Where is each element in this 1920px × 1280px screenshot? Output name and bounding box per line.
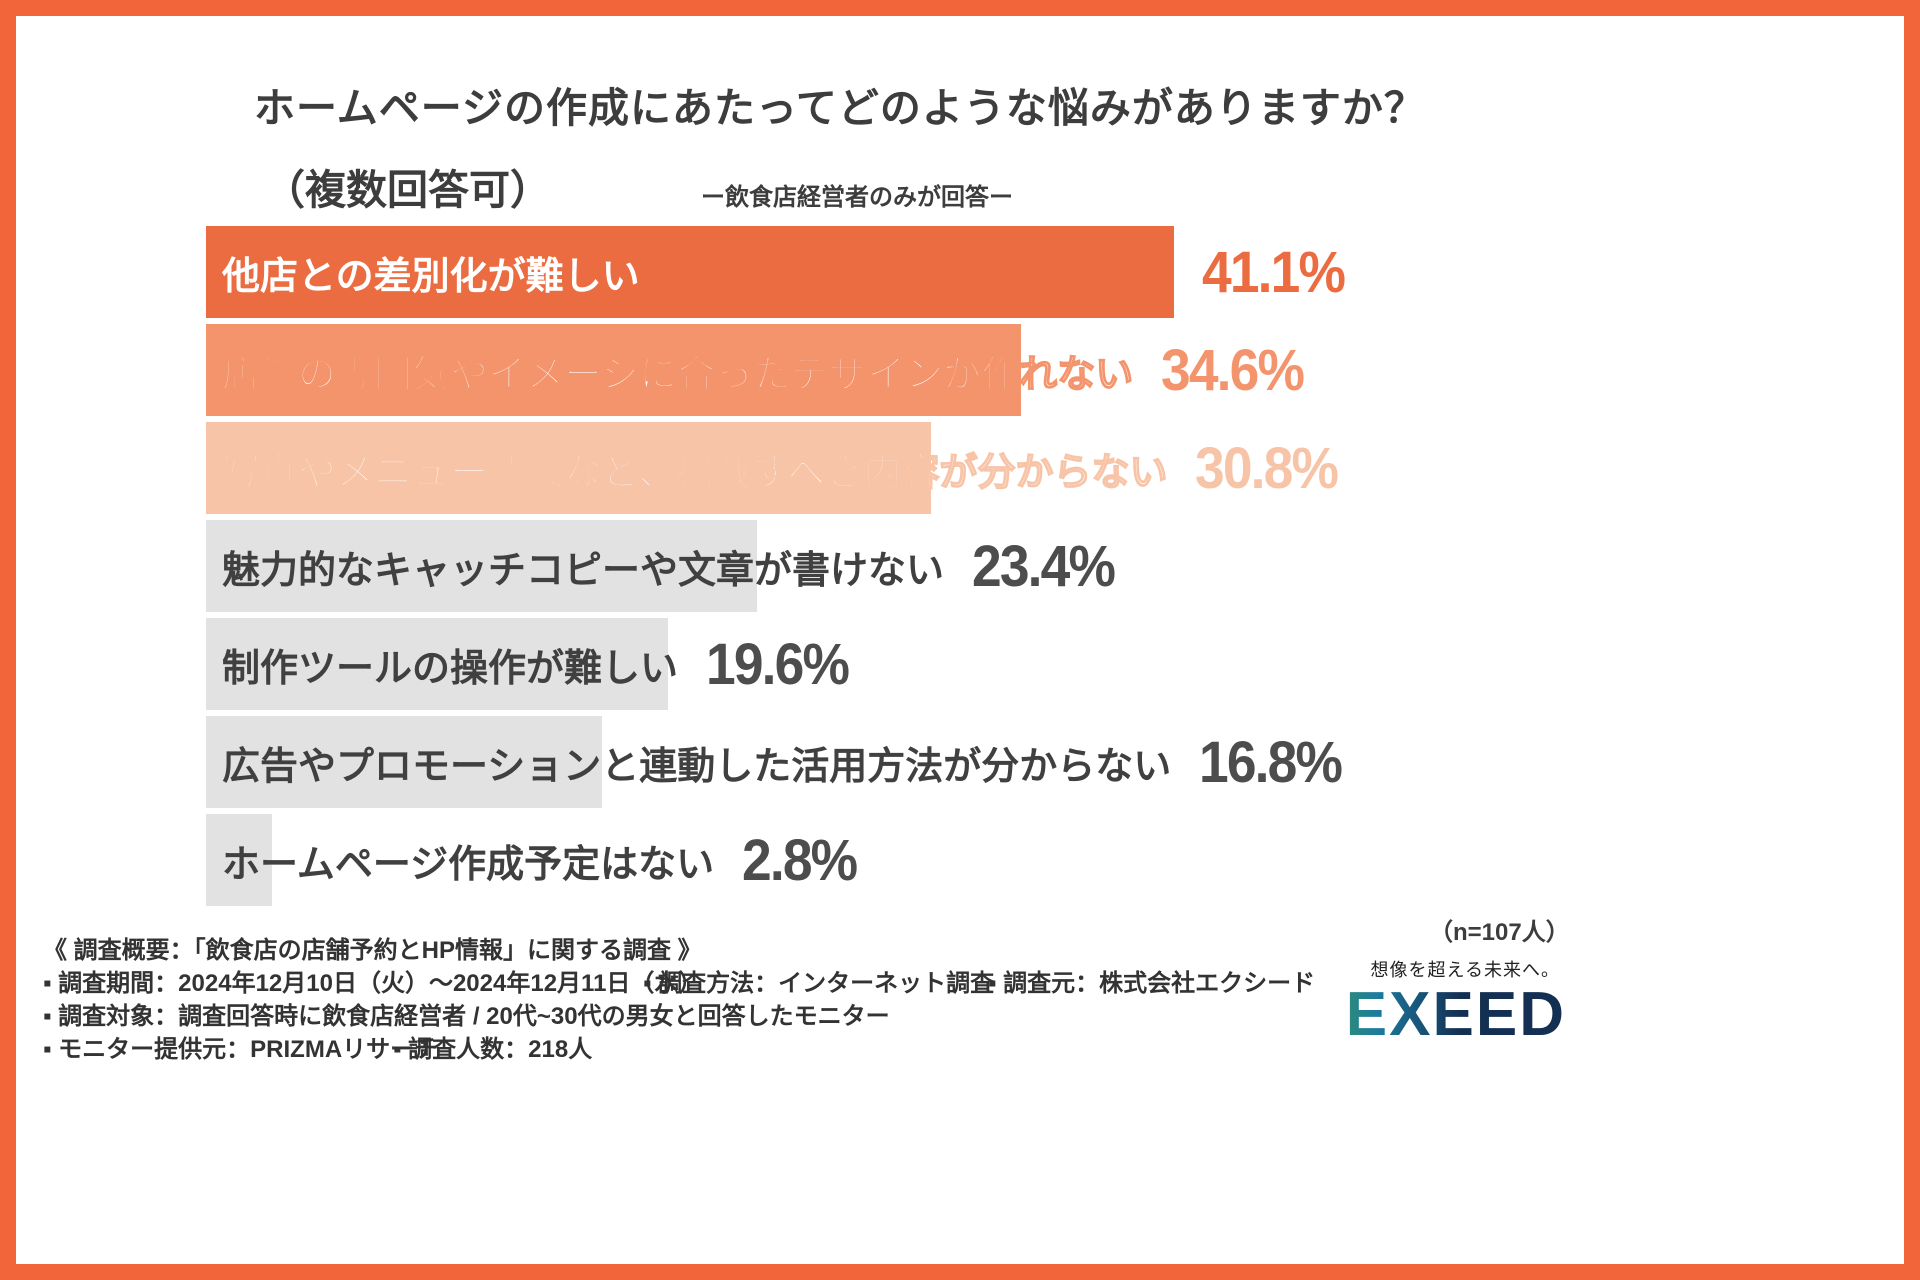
survey-count: ▪ 調査人数：218人: [393, 1036, 593, 1063]
bar-row: 制作ツールの操作が難しい 19.6%: [206, 618, 1906, 710]
title-row2: （複数回答可） ー飲食店経営者のみが回答ー: [254, 156, 1426, 216]
bar-fill: [206, 814, 272, 906]
bar-value: 16.8%: [1199, 729, 1343, 795]
survey-target: ▪ 調査対象：調査回答時に飲食店経営者 / 20代~30代の男女と回答したモニタ…: [43, 1003, 890, 1030]
bar-value: 19.6%: [706, 631, 850, 697]
bar-area: ホームページ作成予定はない: [206, 814, 714, 906]
chart-subtitle: ー飲食店経営者のみが回答ー: [701, 184, 1013, 211]
bar-label: 広告やプロモーションと連動した活用方法が分からない: [222, 745, 1172, 788]
bar-label: 他店との差別化が難しい: [222, 255, 640, 298]
bar-value: 2.8%: [742, 827, 858, 893]
bar-area: 写真やメニュー情報など、掲載すべき内容が分からない: [206, 422, 1168, 514]
exeed-logo: 想像を超える未来へ。 EXEED: [1304, 956, 1566, 1046]
bar-area: 魅力的なキャッチコピーや文章が書けない: [206, 520, 944, 612]
bar-value: 41.1%: [1201, 239, 1346, 305]
bar-label: 写真やメニュー情報など、掲載すべき内容が分からない: [221, 451, 1168, 495]
survey-monitor: ▪ モニター提供元：PRIZMAリサーチ: [43, 1036, 439, 1063]
bar-row: 広告やプロモーションと連動した活用方法が分からない 16.8%: [206, 716, 1906, 808]
survey-source: ▪ 調査元：株式会社エクシード: [988, 970, 1316, 997]
bar-area: 他店との差別化が難しい: [206, 226, 1174, 318]
bar-row: 他店との差別化が難しい 41.1%: [206, 226, 1906, 318]
bar-fill: [206, 324, 1021, 416]
chart-header: ホームページの作成にあたってどのような悩みがありますか？ （複数回答可） ー飲食…: [254, 74, 1426, 216]
bar-area: 店舗の雰囲気やイメージに合ったデザインが作れない: [206, 324, 1134, 416]
sample-size-label: （n=107人）: [1429, 919, 1570, 946]
logo-tagline: 想像を超える未来へ。: [1370, 960, 1560, 980]
bar-area: 制作ツールの操作が難しい: [206, 618, 678, 710]
survey-method: ▪ 調査方法：インターネット調査: [643, 970, 995, 997]
bar-value: 23.4%: [972, 533, 1116, 599]
survey-heading: 《 調査概要：「飲食店の店舗予約とHP情報」に関する調査 》: [43, 937, 702, 964]
bar-value: 30.8%: [1195, 435, 1339, 501]
bar-row: 店舗の雰囲気やイメージに合ったデザインが作れない 34.6%: [206, 324, 1906, 416]
page-title-line1: ホームページの作成にあたってどのような悩みがありますか？: [254, 85, 1426, 131]
bar-row: 魅力的なキャッチコピーや文章が書けない 23.4%: [206, 520, 1906, 612]
logo-brand-text: EXEED: [1304, 984, 1566, 1046]
bar-fill: [206, 422, 932, 514]
bar-label: ホームページ作成予定はない: [222, 843, 715, 886]
survey-period: ▪ 調査期間：2024年12月10日（火）〜2024年12月11日（水）: [43, 970, 703, 997]
bar-label: 店舗の雰囲気やイメージに合ったデザインが作れない: [221, 353, 1134, 397]
bar-fill: [206, 226, 1174, 318]
bar-label: 魅力的なキャッチコピーや文章が書けない: [222, 549, 945, 592]
bar-value: 34.6%: [1161, 337, 1305, 403]
bar-fill: [206, 716, 602, 808]
bar-area: 広告やプロモーションと連動した活用方法が分からない: [206, 716, 1171, 808]
bar-row: 写真やメニュー情報など、掲載すべき内容が分からない 30.8%: [206, 422, 1906, 514]
bar-fill: [206, 618, 668, 710]
bar-fill: [206, 520, 758, 612]
bar-row: ホームページ作成予定はない 2.8%: [206, 814, 1906, 906]
bar-label: 制作ツールの操作が難しい: [222, 647, 679, 690]
page-title-line2: （複数回答可）: [264, 167, 551, 213]
bar-chart: 他店との差別化が難しい 41.1% 店舗の雰囲気やイメージに合ったデザインが作れ…: [206, 226, 1906, 912]
